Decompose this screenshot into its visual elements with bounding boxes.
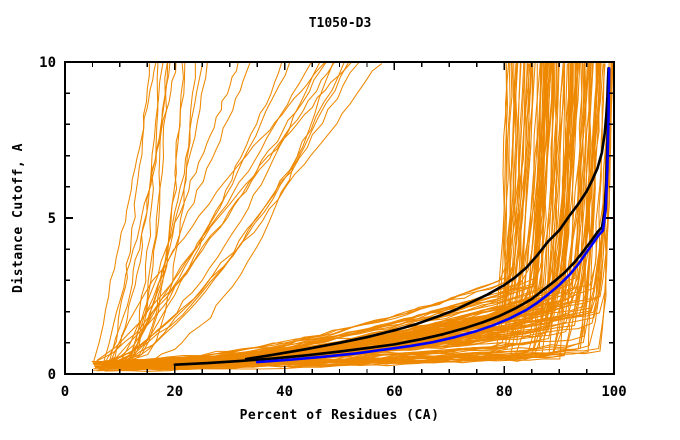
x-tick-label: 60	[386, 384, 403, 400]
ensemble-curve	[126, 62, 239, 368]
ensemble-curve	[105, 61, 534, 368]
ensemble-curve	[124, 61, 560, 370]
ensemble-curve	[101, 63, 177, 367]
ensemble-curve-steep	[103, 61, 168, 369]
ensemble-curve	[122, 61, 586, 371]
ensemble-curve	[102, 62, 553, 364]
ensemble-curve	[104, 62, 513, 362]
ensemble-curve	[105, 61, 556, 367]
ensemble-curve	[102, 63, 529, 366]
axis-labels-group: 0 20 40 60 80 100 0 5 10 Percent of Residues (CA)…	[11, 55, 627, 423]
ensemble-curve-steep	[102, 61, 169, 369]
ensemble-curve	[95, 62, 291, 362]
axes-group	[64, 61, 615, 375]
ensemble-curve	[98, 62, 164, 370]
ensemble-curve-steep	[101, 61, 159, 369]
ensemble-curve	[104, 63, 150, 368]
x-tick-label: 100	[601, 384, 626, 400]
x-tick-label: 80	[496, 384, 513, 400]
ensemble-curve	[93, 62, 350, 365]
ensemble-curve	[92, 61, 157, 364]
y-tick-label: 10	[39, 55, 56, 71]
x-tick-label: 40	[276, 384, 293, 400]
y-axis-title: Distance Cutoff, A	[11, 143, 26, 293]
ensemble-curve	[117, 61, 251, 367]
ensemble-curve	[108, 62, 335, 367]
page-title: T1050-D3	[308, 16, 372, 31]
ensemble-curve	[94, 61, 551, 369]
ensemble-curve	[98, 62, 533, 365]
ensemble-curve	[117, 61, 597, 372]
highlight-curves-group	[173, 66, 611, 366]
ensemble-curve	[102, 61, 345, 370]
ensemble-curve	[126, 61, 283, 362]
ensemble-curve-steep	[102, 61, 186, 369]
ensemble-curves-group	[91, 61, 614, 372]
ensemble-curve-steep	[104, 61, 196, 369]
ensemble-curve	[106, 61, 360, 362]
y-tick-label: 0	[48, 367, 56, 383]
ensemble-curve	[111, 62, 327, 364]
series-blue-target-model	[255, 66, 611, 364]
ensemble-curve	[103, 61, 171, 367]
y-tick-label: 5	[48, 211, 56, 227]
ensemble-curve	[124, 63, 383, 367]
x-axis-title: Percent of Residues (CA)	[240, 408, 440, 423]
series-black-model-upper	[244, 66, 610, 361]
x-tick-label: 0	[61, 384, 69, 400]
x-tick-label: 20	[166, 384, 183, 400]
ensemble-curve	[96, 62, 312, 361]
ensemble-curve	[99, 62, 321, 364]
ensemble-curve	[108, 61, 326, 366]
